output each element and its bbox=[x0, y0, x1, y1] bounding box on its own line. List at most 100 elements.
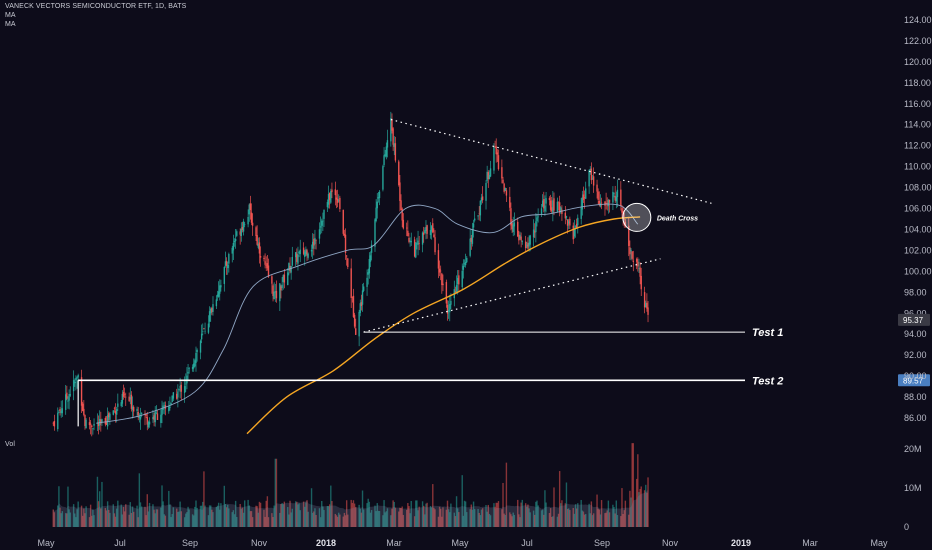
candle-body bbox=[450, 300, 452, 305]
volume-bar bbox=[330, 485, 332, 527]
volume-bar bbox=[203, 471, 205, 527]
candle-body bbox=[596, 184, 598, 192]
candle-body bbox=[517, 221, 519, 237]
price-tick-label: 120.00 bbox=[904, 57, 932, 67]
candle-body bbox=[327, 194, 330, 205]
candle-body bbox=[344, 234, 347, 253]
volume-bar bbox=[240, 508, 243, 527]
indicator-label-ma-2[interactable]: MA bbox=[5, 21, 16, 28]
volume-bar bbox=[93, 515, 95, 527]
candle-body bbox=[264, 261, 266, 265]
volume-bar bbox=[275, 458, 278, 527]
candle-body bbox=[140, 412, 143, 415]
volume-bar bbox=[393, 501, 395, 527]
candle-body bbox=[138, 416, 141, 418]
volume-bar bbox=[231, 512, 233, 527]
candle-body bbox=[93, 423, 95, 426]
volume-bar bbox=[327, 506, 330, 527]
candle-body bbox=[171, 395, 173, 403]
candle-body bbox=[401, 208, 403, 221]
candle-body bbox=[84, 414, 86, 427]
candle-body bbox=[429, 230, 432, 236]
price-tick-label: 118.00 bbox=[904, 78, 931, 88]
candle-body bbox=[569, 218, 571, 226]
volume-bar bbox=[65, 513, 67, 527]
volume-bar bbox=[544, 490, 546, 527]
candle-body bbox=[186, 375, 188, 384]
last-price-text: 95.37 bbox=[903, 316, 924, 325]
volume-bar bbox=[493, 503, 495, 527]
candle-body bbox=[294, 252, 297, 258]
volume-bar bbox=[572, 507, 574, 527]
candle-body bbox=[518, 235, 520, 241]
candle-body bbox=[590, 168, 593, 181]
volume-bar bbox=[353, 503, 356, 527]
price-badge-level-text: 89.57 bbox=[903, 376, 924, 385]
volume-bar bbox=[471, 509, 474, 527]
candle-body bbox=[330, 191, 332, 203]
volume-bar bbox=[137, 517, 139, 527]
volume-bar bbox=[577, 503, 579, 527]
candle-body bbox=[418, 243, 420, 245]
candle-body bbox=[449, 303, 451, 313]
candle-body bbox=[402, 219, 405, 229]
volume-bar bbox=[481, 508, 484, 527]
volume-bar bbox=[532, 510, 535, 527]
candle-body bbox=[339, 197, 341, 210]
volume-bar bbox=[298, 503, 300, 527]
volume-bar bbox=[315, 514, 317, 527]
time-tick-label: Nov bbox=[662, 538, 679, 548]
candle-body bbox=[406, 227, 408, 229]
volume-bar bbox=[76, 509, 78, 527]
volume-bar bbox=[526, 506, 528, 527]
volume-bar bbox=[328, 504, 331, 527]
volume-bar bbox=[402, 514, 405, 527]
volume-bar bbox=[82, 515, 84, 527]
volume-bar bbox=[590, 501, 593, 527]
candle-body bbox=[137, 411, 139, 416]
volume-bar bbox=[437, 516, 440, 527]
candle-body bbox=[69, 394, 71, 396]
candle-body bbox=[378, 191, 381, 199]
candle-body bbox=[152, 417, 154, 420]
candle-body bbox=[488, 175, 491, 180]
volume-bar bbox=[410, 500, 412, 527]
volume-bar bbox=[558, 471, 561, 527]
volume-bar bbox=[513, 514, 516, 527]
ma-short-line bbox=[96, 203, 639, 424]
volume-bar bbox=[251, 517, 254, 527]
volume-bar bbox=[297, 504, 299, 527]
volume-bar bbox=[413, 516, 416, 527]
candle-body bbox=[232, 242, 235, 251]
candle-body bbox=[597, 191, 599, 200]
candle-body bbox=[114, 410, 117, 414]
candle-body bbox=[202, 331, 204, 332]
candle-body bbox=[100, 419, 102, 424]
price-tick-label: 116.00 bbox=[904, 99, 931, 109]
volume-bar bbox=[417, 510, 419, 527]
volume-bar bbox=[140, 506, 143, 527]
volume-bar bbox=[121, 514, 124, 527]
volume-bar bbox=[69, 512, 71, 527]
price-tick-label: 90.00 bbox=[904, 371, 927, 381]
candle-body bbox=[410, 240, 412, 243]
volume-bar bbox=[58, 486, 60, 527]
candle-body bbox=[156, 413, 159, 421]
candle-body bbox=[210, 308, 212, 314]
volume-bar bbox=[505, 462, 508, 527]
candle-body bbox=[477, 215, 479, 217]
volume-bar bbox=[597, 508, 599, 527]
indicator-label-ma-1[interactable]: MA bbox=[5, 12, 16, 19]
volume-bar bbox=[630, 497, 632, 527]
volume-bar bbox=[631, 443, 633, 527]
candle-body bbox=[495, 146, 497, 155]
candle-body bbox=[614, 195, 616, 201]
volume-bar bbox=[445, 509, 448, 527]
candle-body bbox=[170, 403, 172, 405]
volume-bar bbox=[613, 507, 615, 527]
price-tick-label: 102.00 bbox=[904, 245, 932, 255]
candle-body bbox=[217, 291, 220, 297]
candle-body bbox=[466, 257, 468, 263]
candle-body bbox=[566, 219, 569, 226]
